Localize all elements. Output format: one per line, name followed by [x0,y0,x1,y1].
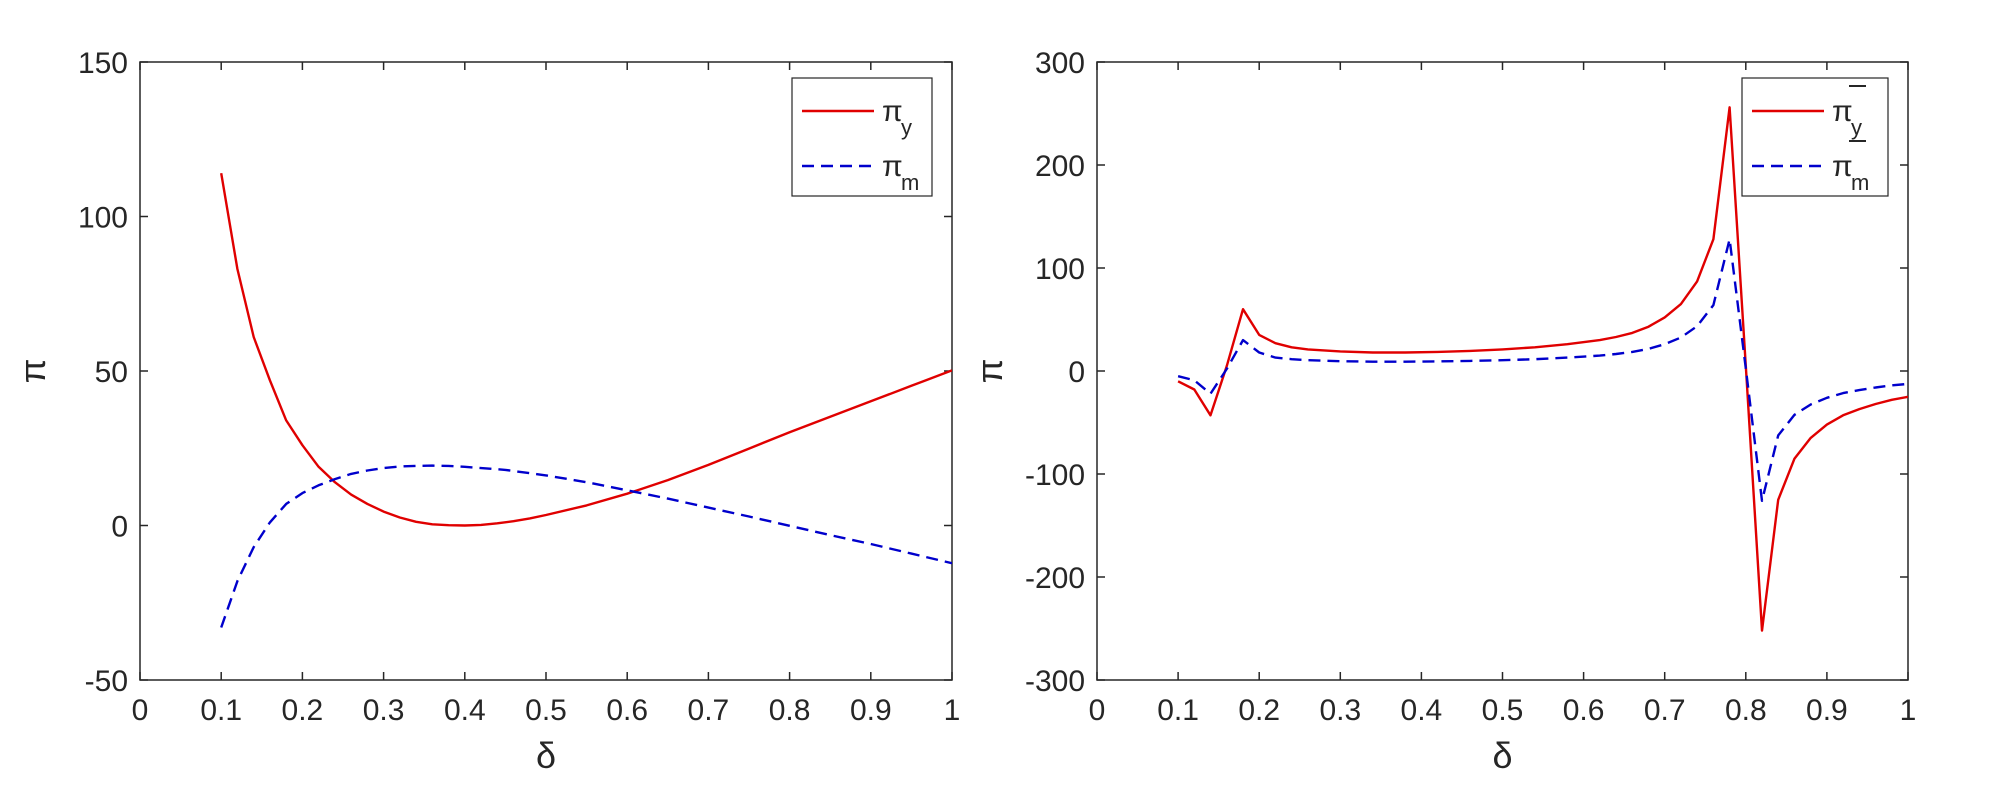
x-tick-label: 0.3 [1319,694,1361,727]
y-tick-label: 100 [1035,253,1085,286]
y-tick-label: -300 [1025,665,1085,698]
y-tick-label: 50 [95,356,128,389]
y-tick-label: 300 [1035,47,1085,80]
x-tick-label: 1 [1900,694,1917,727]
y-tick-label: -200 [1025,562,1085,595]
x-tick-label: 0.7 [1644,694,1686,727]
x-tick-label: 0.2 [1238,694,1280,727]
legend-subscript-y: y [1851,115,1862,140]
x-tick-label: 0.4 [444,694,486,727]
y-tick-label: 0 [1068,356,1085,389]
x-tick-label: 0 [132,694,149,727]
x-axis-label: δ [536,735,556,776]
legend-subscript-m: m [1851,170,1869,195]
x-tick-label: 0 [1089,694,1106,727]
x-tick-label: 0.1 [200,694,242,727]
x-tick-label: 0.6 [606,694,648,727]
y-tick-label: 0 [111,511,128,544]
legend-subscript-y: y [901,115,912,140]
x-tick-label: 0.7 [688,694,730,727]
x-tick-label: 0.8 [769,694,811,727]
series-line-y [220,172,952,527]
x-tick-label: 0.9 [850,694,892,727]
x-tick-label: 0.9 [1806,694,1848,727]
legend-box [1741,77,1889,197]
legend-subscript-m: m [901,170,919,195]
x-tick-label: 0.5 [1482,694,1524,727]
x-tick-label: 0.4 [1401,694,1443,727]
legend-label-y: π [1832,95,1853,128]
y-tick-label: 150 [78,47,128,80]
legend-label-y: π [882,95,903,128]
legend-box [791,77,933,197]
series-line-m [1177,237,1908,502]
y-tick-label: 200 [1035,150,1085,183]
x-axis-label: δ [1492,735,1512,776]
x-tick-label: 1 [944,694,961,727]
chart-panel-2: 0 0.1 0.2 0.3 0.4 0.5 0.6 0.7 0.8 0.9 1 -300 -200 -10… [969,47,1916,776]
x-tick-label: 0.3 [363,694,405,727]
legend-label-m: π [882,150,903,183]
x-tick-label: 0.8 [1725,694,1767,727]
chart-panel-1: 0 0.1 0.2 0.3 0.4 0.5 0.6 0.7 0.8 0.9 1-5005010015… [12,47,960,776]
y-axis-label: π [969,359,1010,384]
x-tick-label: 0.2 [282,694,324,727]
y-axis-label: π [12,359,53,384]
y-tick-label: 100 [78,202,128,235]
legend-label-m: π [1832,150,1853,183]
x-tick-label: 0.1 [1157,694,1199,727]
series-line-y [1177,106,1908,632]
y-tick-label: -50 [85,665,128,698]
series-line-m [220,464,952,628]
x-tick-label: 0.5 [525,694,567,727]
x-tick-label: 0.6 [1563,694,1605,727]
y-tick-label: -100 [1025,459,1085,492]
